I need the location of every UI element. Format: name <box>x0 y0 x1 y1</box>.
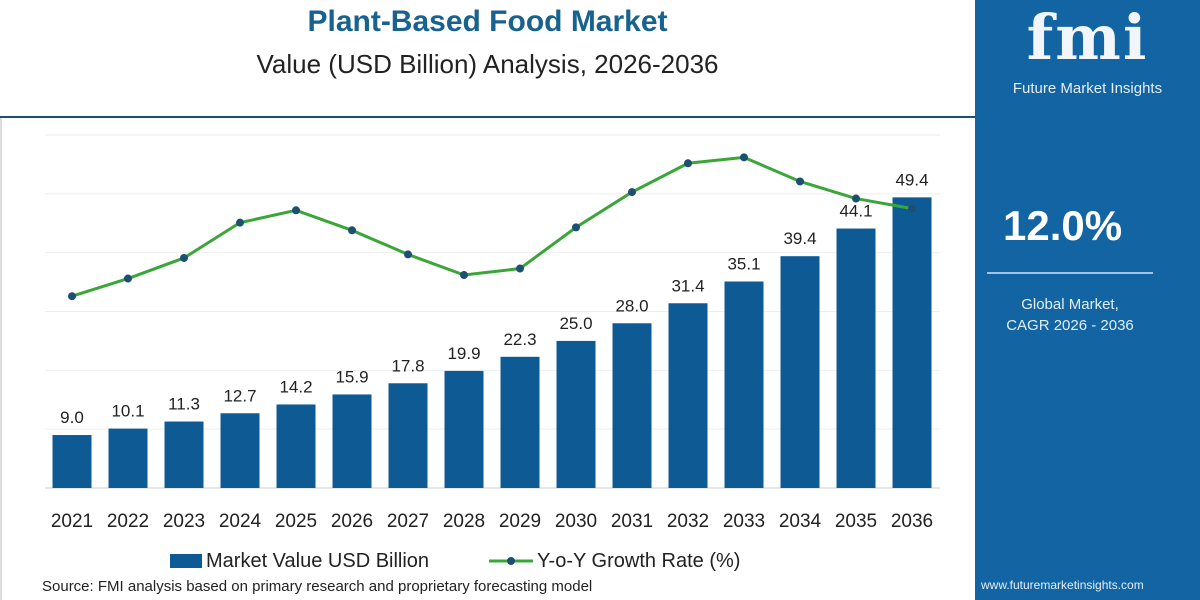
bar-label-2033: 35.1 <box>727 254 760 273</box>
legend-label: Market Value USD Billion <box>206 550 430 572</box>
fmi-logo: fmi <box>1026 1 1149 74</box>
x-tick-2022: 2022 <box>107 511 149 532</box>
bar-2026 <box>332 394 372 488</box>
bar-label-2036: 49.4 <box>895 170 928 189</box>
legend-item-growth: Y-o-Y Growth Rate (%) <box>489 550 740 572</box>
bar-2028 <box>444 370 484 488</box>
growth-line <box>71 155 913 298</box>
brand-panel: fmi Future Market Insights 12.0% Global … <box>975 0 1200 600</box>
panel-divider <box>987 272 1153 274</box>
legend-bar-swatch <box>170 554 202 568</box>
bar-2035 <box>836 228 876 489</box>
chart-subtitle: Value (USD Billion) Analysis, 2026-2036 <box>256 49 719 79</box>
cagr-value: 12.0% <box>1003 202 1123 249</box>
cagr-label-line2: CAGR 2026 - 2036 <box>1006 317 1134 334</box>
growth-point-2024 <box>236 218 244 227</box>
source-note: Source: FMI analysis based on primary re… <box>42 578 593 595</box>
website-url[interactable]: www.futuremarketinsights.com <box>981 578 1144 592</box>
bar-label-2027: 17.8 <box>391 356 424 375</box>
bar-2031 <box>612 323 652 488</box>
bar-label-2032: 31.4 <box>671 276 704 295</box>
bar-label-2029: 22.3 <box>503 330 536 349</box>
bar-label-2028: 19.9 <box>447 344 480 363</box>
growth-point-2033 <box>740 153 748 162</box>
x-tick-2028: 2028 <box>443 511 485 532</box>
bar-2032 <box>668 303 708 488</box>
bar-label-2022: 10.1 <box>111 402 144 421</box>
bar-2022 <box>108 428 148 488</box>
x-tick-2026: 2026 <box>331 511 373 532</box>
bar-label-2021: 9.0 <box>60 408 84 427</box>
bar-label-2024: 12.7 <box>223 386 256 405</box>
x-tick-2033: 2033 <box>723 511 765 532</box>
growth-point-2022 <box>124 274 132 283</box>
x-tick-2031: 2031 <box>611 511 653 532</box>
x-tick-2029: 2029 <box>499 511 541 532</box>
x-tick-2032: 2032 <box>667 511 709 532</box>
x-tick-2030: 2030 <box>555 511 597 532</box>
brand-name: Future Market Insights <box>1012 80 1163 97</box>
bar-label-2030: 25.0 <box>559 314 592 333</box>
growth-point-2021 <box>68 292 76 301</box>
growth-point-2032 <box>684 159 692 168</box>
x-tick-2035: 2035 <box>835 511 877 532</box>
bar-label-2025: 14.2 <box>279 377 312 396</box>
legend-item-market-value: Market Value USD Billion <box>170 550 429 572</box>
growth-point-2030 <box>572 223 580 232</box>
bar-2025 <box>276 404 316 488</box>
growth-point-2027 <box>404 250 412 259</box>
bar-2033 <box>724 281 764 488</box>
frame-border <box>0 118 2 600</box>
bar-label-2035: 44.1 <box>839 202 872 221</box>
bar-label-2023: 11.3 <box>168 395 200 414</box>
x-tick-2034: 2034 <box>779 511 822 532</box>
x-tick-2024: 2024 <box>219 511 262 532</box>
bar-label-2026: 15.9 <box>335 367 368 386</box>
x-tick-2025: 2025 <box>275 511 317 532</box>
bar-2021 <box>52 435 92 488</box>
bar-2023 <box>164 421 204 488</box>
growth-point-2029 <box>516 264 524 273</box>
bar-label-2031: 28.0 <box>615 296 648 315</box>
growth-point-2031 <box>628 188 636 197</box>
bar-label-2034: 39.4 <box>783 229 816 248</box>
chart-plot: 9.0 2021 10.1 2022 11.3 2023 12.7 2024 14.2 2025 1… <box>45 134 940 532</box>
growth-point-2025 <box>292 206 300 215</box>
growth-point-2036 <box>908 204 916 213</box>
bar-2030 <box>556 340 596 488</box>
bar-2034 <box>780 256 820 488</box>
legend-line-swatch <box>489 557 534 565</box>
growth-point-2035 <box>852 194 860 203</box>
growth-point-2034 <box>796 177 804 186</box>
growth-point-2026 <box>348 226 356 235</box>
growth-point-2028 <box>460 271 468 280</box>
x-tick-2023: 2023 <box>163 511 205 532</box>
chart-title: Plant-Based Food Market <box>307 5 668 38</box>
bar-2029 <box>500 356 540 488</box>
growth-point-2023 <box>180 253 188 262</box>
x-tick-2021: 2021 <box>51 511 93 532</box>
bar-2024 <box>220 413 260 488</box>
bar-2027 <box>388 383 428 488</box>
bar-2036 <box>892 197 932 488</box>
x-tick-2027: 2027 <box>387 511 429 532</box>
cagr-label: Global Market, CAGR 2026 - 2036 <box>975 294 1165 336</box>
legend-label: Y-o-Y Growth Rate (%) <box>537 550 741 572</box>
x-tick-2036: 2036 <box>891 511 933 532</box>
header-divider <box>0 116 975 118</box>
cagr-label-line1: Global Market, <box>1021 296 1119 313</box>
legend: Market Value USD Billion Y-o-Y Growth Ra… <box>170 550 740 572</box>
